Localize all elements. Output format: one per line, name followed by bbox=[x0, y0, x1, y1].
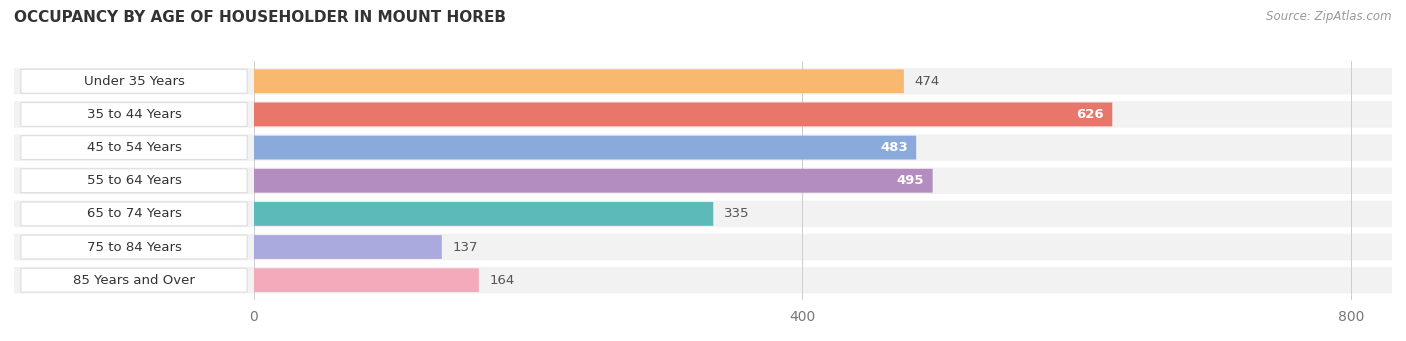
FancyBboxPatch shape bbox=[254, 169, 932, 193]
Text: 65 to 74 Years: 65 to 74 Years bbox=[87, 207, 181, 220]
FancyBboxPatch shape bbox=[21, 202, 247, 226]
Text: 626: 626 bbox=[1077, 108, 1104, 121]
Text: 335: 335 bbox=[724, 207, 749, 220]
FancyBboxPatch shape bbox=[14, 234, 1392, 260]
FancyBboxPatch shape bbox=[254, 69, 904, 93]
Text: 75 to 84 Years: 75 to 84 Years bbox=[87, 240, 181, 254]
FancyBboxPatch shape bbox=[14, 134, 1392, 161]
FancyBboxPatch shape bbox=[14, 267, 1392, 294]
Text: 45 to 54 Years: 45 to 54 Years bbox=[87, 141, 181, 154]
FancyBboxPatch shape bbox=[254, 103, 1112, 127]
FancyBboxPatch shape bbox=[254, 268, 479, 292]
Text: 483: 483 bbox=[880, 141, 908, 154]
Text: 164: 164 bbox=[489, 274, 515, 287]
Text: 495: 495 bbox=[897, 174, 924, 187]
FancyBboxPatch shape bbox=[21, 235, 247, 259]
FancyBboxPatch shape bbox=[254, 136, 917, 160]
Text: 137: 137 bbox=[453, 240, 478, 254]
FancyBboxPatch shape bbox=[21, 103, 247, 127]
Text: 55 to 64 Years: 55 to 64 Years bbox=[87, 174, 181, 187]
FancyBboxPatch shape bbox=[21, 169, 247, 193]
FancyBboxPatch shape bbox=[21, 136, 247, 160]
FancyBboxPatch shape bbox=[14, 101, 1392, 128]
Text: 35 to 44 Years: 35 to 44 Years bbox=[87, 108, 181, 121]
FancyBboxPatch shape bbox=[254, 202, 713, 226]
Text: Under 35 Years: Under 35 Years bbox=[83, 75, 184, 88]
FancyBboxPatch shape bbox=[14, 201, 1392, 227]
Text: OCCUPANCY BY AGE OF HOUSEHOLDER IN MOUNT HOREB: OCCUPANCY BY AGE OF HOUSEHOLDER IN MOUNT… bbox=[14, 10, 506, 25]
Text: Source: ZipAtlas.com: Source: ZipAtlas.com bbox=[1267, 10, 1392, 23]
FancyBboxPatch shape bbox=[14, 68, 1392, 94]
Text: 474: 474 bbox=[915, 75, 941, 88]
FancyBboxPatch shape bbox=[21, 268, 247, 292]
FancyBboxPatch shape bbox=[21, 69, 247, 93]
FancyBboxPatch shape bbox=[14, 167, 1392, 194]
Text: 85 Years and Over: 85 Years and Over bbox=[73, 274, 195, 287]
FancyBboxPatch shape bbox=[254, 235, 441, 259]
